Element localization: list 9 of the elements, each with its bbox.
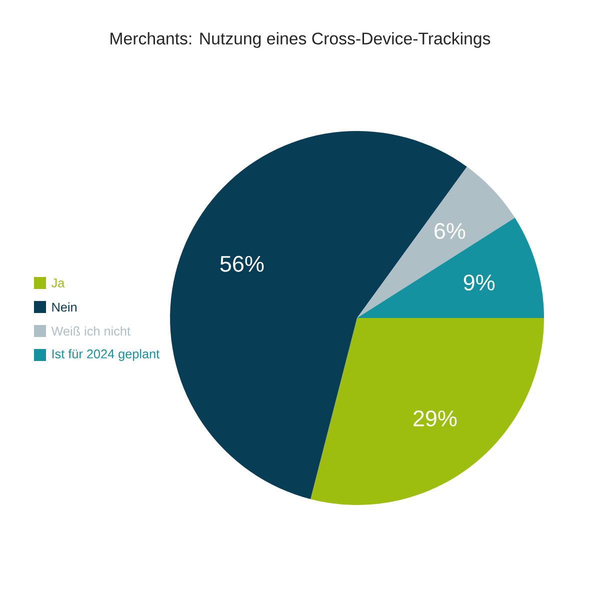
legend-label: Nein [52, 302, 76, 312]
chart-title: Merchants: Nutzung eines Cross-Device-Trackings [110, 32, 490, 48]
data-label: 9% [464, 274, 495, 290]
data-label: 29% [414, 410, 457, 426]
legend-label: Ist für 2024 geplant [52, 349, 160, 361]
legend-label: Weiß ich nicht [51, 326, 130, 336]
data-label: 6% [434, 223, 466, 239]
legend-label: Ja [51, 278, 65, 288]
data-label: 56% [220, 256, 264, 272]
